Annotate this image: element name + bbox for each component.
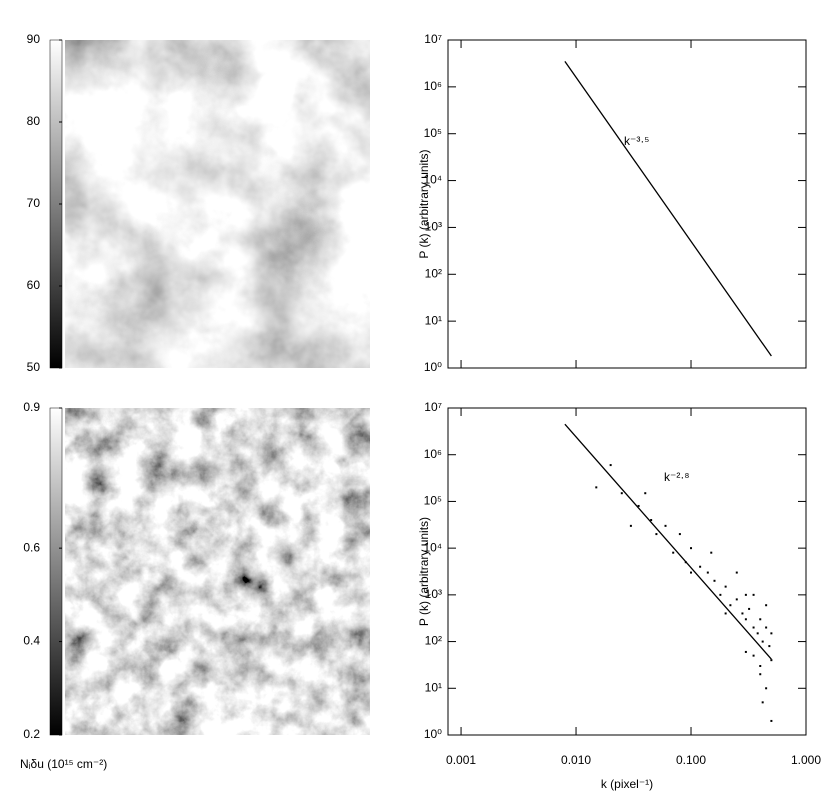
- data-point: [609, 464, 612, 467]
- data-point: [744, 618, 747, 621]
- x-tick-label: 0.100: [676, 753, 706, 767]
- y-tick-label: 10⁴: [423, 540, 442, 554]
- data-point: [719, 593, 722, 596]
- data-point: [672, 551, 675, 554]
- data-point: [759, 673, 762, 676]
- data-point: [678, 533, 681, 536]
- y-tick-label: 10¹: [425, 313, 442, 327]
- y-tick-label: 10⁴: [423, 173, 442, 187]
- y-axis-label: P (k) (arbitrary units): [417, 517, 431, 626]
- y-tick-label: 10⁵: [424, 494, 442, 508]
- data-point: [729, 604, 732, 607]
- data-point: [664, 524, 667, 527]
- x-axis-label: k (pixel⁻¹): [601, 777, 653, 791]
- y-tick-label: 10³: [425, 587, 442, 601]
- data-point: [770, 659, 773, 662]
- colorbar-tick-label: 0.6: [23, 540, 40, 554]
- data-point: [748, 607, 751, 610]
- y-tick-label: 10³: [425, 220, 442, 234]
- data-point: [752, 654, 755, 657]
- colorbar-tick-label: 50: [27, 360, 41, 374]
- data-point: [644, 492, 647, 495]
- power-law-line: [564, 60, 772, 357]
- colorbar-tick-label: 80: [27, 114, 41, 128]
- data-point: [752, 593, 755, 596]
- colorbar-tick-label: 0.4: [23, 634, 40, 648]
- data-point: [620, 492, 623, 495]
- data-point: [735, 571, 738, 574]
- data-point: [744, 593, 747, 596]
- data-point: [637, 504, 640, 507]
- y-tick-label: 10⁶: [424, 447, 442, 461]
- x-tick-label: 0.001: [446, 753, 476, 767]
- data-point: [699, 565, 702, 568]
- map-image: [65, 408, 370, 735]
- y-tick-label: 10⁰: [424, 727, 442, 741]
- y-tick-label: 10⁵: [424, 126, 442, 140]
- data-point: [690, 571, 693, 574]
- y-tick-label: 10⁶: [424, 79, 442, 93]
- power-law-line: [564, 423, 772, 660]
- colorbar-tick-label: 60: [27, 278, 41, 292]
- data-point: [752, 626, 755, 629]
- plot-frame: [447, 407, 807, 736]
- annotation: k⁻³·⁵: [624, 134, 649, 148]
- data-point: [629, 524, 632, 527]
- y-tick-label: 10¹: [425, 680, 442, 694]
- colorbar-tick-label: 90: [27, 32, 41, 46]
- data-point: [744, 650, 747, 653]
- data-point: [768, 645, 771, 648]
- colorbar: [49, 407, 63, 736]
- y-tick-label: 10⁷: [424, 400, 442, 414]
- data-point: [761, 701, 764, 704]
- data-point: [724, 585, 727, 588]
- plot-frame: [447, 39, 807, 369]
- colorbar-tick-label: 0.9: [23, 400, 40, 414]
- x-tick-label: 1.000: [791, 753, 821, 767]
- data-point: [759, 618, 762, 621]
- colorbar-tick-label: 0.2: [23, 727, 40, 741]
- y-tick-label: 10²: [425, 634, 442, 648]
- data-point: [741, 612, 744, 615]
- data-point: [690, 547, 693, 550]
- y-tick-label: 10²: [425, 266, 442, 280]
- data-point: [655, 533, 658, 536]
- data-point: [770, 719, 773, 722]
- y-tick-label: 10⁰: [424, 360, 442, 374]
- map-image: [65, 40, 370, 368]
- data-point: [650, 519, 653, 522]
- data-point: [706, 571, 709, 574]
- data-point: [761, 640, 764, 643]
- colorbar-label: Nᵢδu (10¹⁵ cm⁻²): [20, 757, 107, 771]
- data-point: [724, 612, 727, 615]
- data-point: [595, 486, 598, 489]
- data-point: [765, 626, 768, 629]
- data-point: [765, 604, 768, 607]
- data-point: [756, 632, 759, 635]
- data-point: [759, 664, 762, 667]
- data-point: [735, 598, 738, 601]
- colorbar-tick-label: 70: [27, 196, 41, 210]
- data-point: [765, 687, 768, 690]
- x-tick-label: 0.010: [561, 753, 591, 767]
- data-point: [684, 561, 687, 564]
- y-tick-label: 10⁷: [424, 32, 442, 46]
- y-axis-label: P (k) (arbitrary units): [417, 149, 431, 258]
- annotation: k⁻²·⁸: [664, 470, 689, 484]
- data-point: [713, 579, 716, 582]
- data-point: [770, 632, 773, 635]
- data-point: [710, 551, 713, 554]
